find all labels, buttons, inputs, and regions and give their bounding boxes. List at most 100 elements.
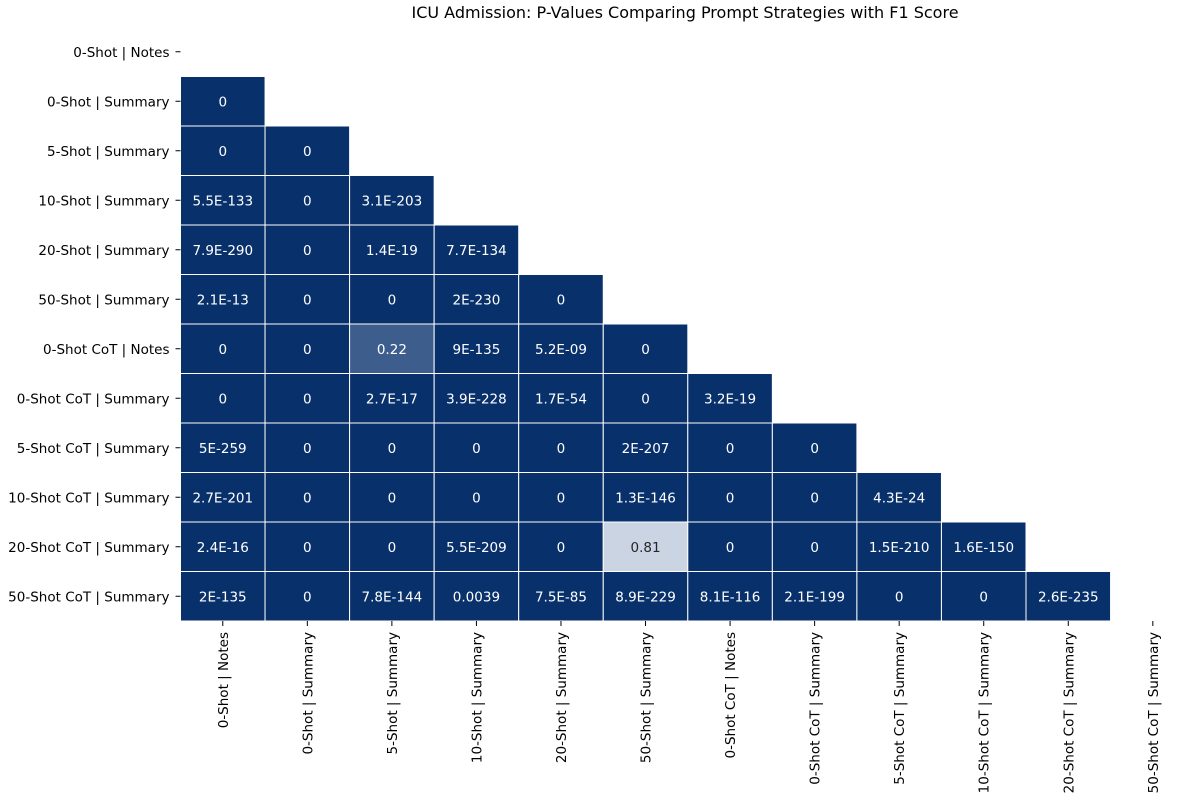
heatmap-cell-label: 5.2E-09 xyxy=(535,342,587,358)
x-tick-label: 10-Shot CoT | Summary xyxy=(977,632,993,793)
y-tick-label: 20-Shot | Summary xyxy=(38,243,169,259)
heatmap-cell-label: 2E-135 xyxy=(199,589,247,605)
heatmap-cell-label: 7.9E-290 xyxy=(192,243,253,259)
heatmap-cell xyxy=(687,373,773,424)
heatmap-cell xyxy=(264,224,351,275)
heatmap-cell-label: 0 xyxy=(218,342,227,358)
heatmap-cell xyxy=(264,373,351,424)
heatmap-cell xyxy=(602,323,689,374)
heatmap-cell xyxy=(180,373,266,424)
x-tick-label: 20-Shot CoT | Summary xyxy=(1061,632,1077,793)
heatmap-cell-label: 3.9E-228 xyxy=(446,391,507,407)
heatmap-cell-label: 0 xyxy=(388,441,397,457)
heatmap-cell-label: 0 xyxy=(303,391,312,407)
heatmap-cell-label: 0 xyxy=(388,292,397,308)
heatmap-cell-label: 0 xyxy=(726,540,735,556)
x-tick-label: 50-Shot CoT | Summary xyxy=(1146,632,1162,793)
heatmap-cell-label: 0 xyxy=(557,292,566,308)
heatmap-cell-labels: 0 0 0 5.5E-133 0 3.1E-203 7.9E-290 0 1.4E-19 7.7E… xyxy=(192,94,1098,605)
heatmap-cell-label: 2.4E-16 xyxy=(197,540,249,556)
y-tick-label: 5-Shot CoT | Summary xyxy=(17,441,170,457)
heatmap-cell xyxy=(433,521,520,572)
heatmap-cell-label: 0 xyxy=(557,441,566,457)
heatmap-cell xyxy=(771,521,858,572)
heatmap-cell xyxy=(264,125,351,176)
heatmap-cell xyxy=(433,323,520,374)
heatmap-cell-label: 0 xyxy=(388,540,397,556)
heatmap-cell-label: 0 xyxy=(218,144,227,160)
heatmap-cell xyxy=(264,521,351,572)
heatmap-cell-label: 2.1E-13 xyxy=(197,292,249,308)
heatmap-cell-label: 0 xyxy=(810,540,819,556)
heatmap-cell-label: 0 xyxy=(303,243,312,259)
x-axis: 0-Shot | Notes 0-Shot | Summary 5-Shot | S… xyxy=(216,621,1162,793)
x-tick-label: 0-Shot | Notes xyxy=(216,632,232,728)
heatmap-cell xyxy=(433,571,520,622)
heatmap-cell-label: 0 xyxy=(303,540,312,556)
heatmap-cell-label: 0 xyxy=(472,441,481,457)
y-axis: 0-Shot | Notes 0-Shot | Summary 5-Shot | S… xyxy=(8,45,181,605)
heatmap-cell xyxy=(180,76,266,127)
heatmap-cell-label: 3.2E-19 xyxy=(704,391,756,407)
heatmap-cell xyxy=(602,373,689,424)
x-tick-label: 0-Shot | Summary xyxy=(300,632,316,755)
heatmap-cell-label: 0 xyxy=(218,94,227,110)
heatmap-cell-label: 0 xyxy=(303,292,312,308)
heatmap-cell-label: 3.1E-203 xyxy=(362,193,423,209)
heatmap-cells xyxy=(180,76,1112,622)
heatmap-cell xyxy=(433,274,520,325)
heatmap-cell-label: 0 xyxy=(303,144,312,160)
heatmap-cell xyxy=(180,125,266,176)
heatmap-cell-label: 2.1E-199 xyxy=(784,589,845,605)
heatmap-cell-label: 7.5E-85 xyxy=(535,589,587,605)
heatmap-cell xyxy=(180,571,266,622)
y-tick-label: 10-Shot CoT | Summary xyxy=(8,490,169,506)
y-tick-label: 0-Shot CoT | Notes xyxy=(43,342,169,358)
heatmap-cell xyxy=(180,422,266,473)
heatmap-cell-label: 5E-259 xyxy=(199,441,247,457)
x-tick-label: 0-Shot CoT | Notes xyxy=(723,632,739,758)
x-tick-label: 10-Shot | Summary xyxy=(469,632,485,763)
heatmap-cell xyxy=(264,323,351,374)
heatmap-cell-label: 0 xyxy=(810,441,819,457)
heatmap-cell xyxy=(856,472,942,523)
heatmap-cell-label: 5.5E-133 xyxy=(192,193,253,209)
heatmap-cell-label: 2.6E-235 xyxy=(1038,589,1099,605)
heatmap-cell xyxy=(349,323,435,374)
heatmap-cell-label: 2.7E-17 xyxy=(366,391,418,407)
heatmap-cell xyxy=(856,521,942,572)
heatmap-cell xyxy=(602,521,689,572)
heatmap-cell-label: 0 xyxy=(472,490,481,506)
heatmap-cell-label: 2E-230 xyxy=(453,292,501,308)
heatmap-cell xyxy=(433,472,520,523)
y-tick-label: 0-Shot | Notes xyxy=(73,45,169,61)
y-tick-label: 50-Shot CoT | Summary xyxy=(8,589,169,605)
heatmap-cell-label: 7.7E-134 xyxy=(446,243,507,259)
heatmap-cell-label: 0 xyxy=(726,490,735,506)
heatmap-cell-label: 5.5E-209 xyxy=(446,540,507,556)
heatmap-cell-label: 0 xyxy=(641,391,650,407)
y-tick-label: 20-Shot CoT | Summary xyxy=(8,540,169,556)
heatmap-cell-label: 1.3E-146 xyxy=(615,490,676,506)
heatmap-cell xyxy=(433,224,520,275)
heatmap-cell xyxy=(602,472,689,523)
heatmap-cell-label: 1.6E-150 xyxy=(953,540,1014,556)
heatmap-cell xyxy=(180,521,266,572)
heatmap-cell-label: 0 xyxy=(810,490,819,506)
heatmap-cell-label: 0 xyxy=(218,391,227,407)
heatmap-cell xyxy=(687,472,773,523)
heatmap-cell xyxy=(349,472,435,523)
heatmap-cell-label: 0 xyxy=(303,342,312,358)
x-tick-label: 5-Shot CoT | Summary xyxy=(892,632,908,785)
x-tick-label: 20-Shot | Summary xyxy=(554,632,570,763)
heatmap-cell xyxy=(771,422,858,473)
heatmap-cell xyxy=(180,472,266,523)
x-tick-label: 0-Shot CoT | Summary xyxy=(808,632,824,785)
heatmap-cell-label: 4.3E-24 xyxy=(873,490,925,506)
heatmap-cell-label: 2E-207 xyxy=(622,441,670,457)
heatmap-cell-label: 0 xyxy=(303,589,312,605)
heatmap-cell-label: 9E-135 xyxy=(453,342,501,358)
heatmap-cell-label: 0 xyxy=(557,540,566,556)
heatmap-cell-label: 0 xyxy=(303,441,312,457)
heatmap-cell-label: 1.5E-210 xyxy=(869,540,930,556)
